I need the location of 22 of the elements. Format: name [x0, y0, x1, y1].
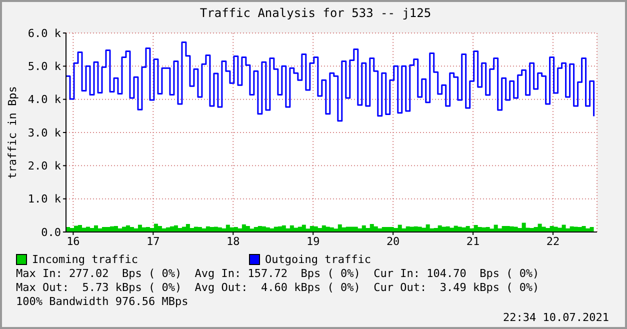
text: Max In: 277.02 Bps ( 0%) Avg In: 157.72 Bps ( 0%) Cur In: 104.70 Bps ( 0%) [16, 267, 540, 281]
y-tick-label: 1.0 k [28, 192, 62, 206]
x-tick-label: 22 [546, 234, 560, 248]
y-tick-label: 3.0 k [28, 126, 62, 140]
x-tick-label: 21 [466, 234, 480, 248]
x-tick-label: 18 [226, 234, 240, 248]
y-tick-label: 6.0 k [28, 26, 62, 40]
text: 100% Bandwidth 976.56 MBps [16, 295, 190, 309]
y-tick-label: 0.0 [41, 226, 61, 239]
y-axis-title: traffic in Bps [6, 86, 19, 179]
y-tick-label: 4.0 k [28, 93, 62, 106]
legend-label: Outgoing traffic [265, 253, 371, 266]
text: 22:34 10.07.2021 [503, 311, 609, 324]
x-tick-label: 19 [306, 234, 320, 248]
y-tick-label: 2.0 k [28, 160, 62, 173]
y-tick-label: 5.0 k [28, 60, 62, 74]
x-tick-label: 20 [386, 234, 400, 248]
x-tick-label: 17 [146, 234, 160, 248]
chart-title: Traffic Analysis for 533 -- j125 [198, 6, 432, 20]
legend-label: Incoming traffic [32, 253, 138, 266]
x-tick-label: 16 [66, 234, 80, 248]
text: Max Out: 5.73 kBps ( 0%) Avg Out: 4.60 kBps ( 0%) Cur Out: 3.49 kBps ( 0%) [16, 281, 540, 295]
